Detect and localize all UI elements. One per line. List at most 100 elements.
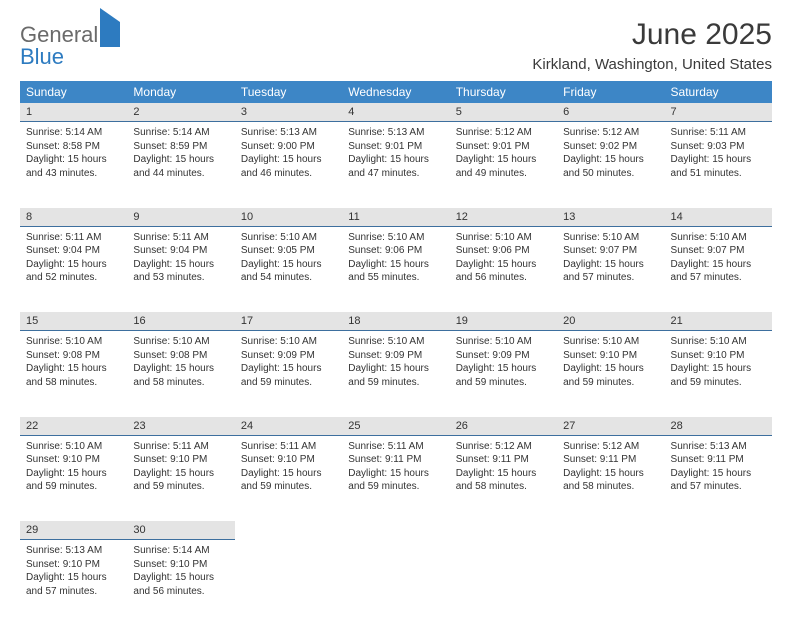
day-content-cell <box>557 540 664 626</box>
sunrise-text: Sunrise: 5:13 AM <box>671 440 766 454</box>
sunset-text: Sunset: 9:03 PM <box>671 140 766 154</box>
sunrise-text: Sunrise: 5:14 AM <box>26 126 121 140</box>
day-number-cell: 14 <box>665 208 772 227</box>
daylight-text-2: and 58 minutes. <box>133 376 228 390</box>
daylight-text-1: Daylight: 15 hours <box>26 362 121 376</box>
daylight-text-2: and 56 minutes. <box>133 585 228 599</box>
day-number-cell: 5 <box>450 103 557 122</box>
day-number-cell: 12 <box>450 208 557 227</box>
sunrise-text: Sunrise: 5:12 AM <box>563 126 658 140</box>
daylight-text-2: and 50 minutes. <box>563 167 658 181</box>
day-content-cell: Sunrise: 5:11 AMSunset: 9:03 PMDaylight:… <box>665 122 772 208</box>
sunset-text: Sunset: 9:04 PM <box>26 244 121 258</box>
sunrise-text: Sunrise: 5:10 AM <box>456 231 551 245</box>
day-content-cell: Sunrise: 5:14 AMSunset: 9:10 PMDaylight:… <box>127 540 234 626</box>
day-content-cell: Sunrise: 5:11 AMSunset: 9:10 PMDaylight:… <box>235 435 342 521</box>
daylight-text-2: and 57 minutes. <box>671 271 766 285</box>
sunset-text: Sunset: 9:01 PM <box>456 140 551 154</box>
sunset-text: Sunset: 9:09 PM <box>456 349 551 363</box>
daylight-text-1: Daylight: 15 hours <box>133 467 228 481</box>
daylight-text-2: and 46 minutes. <box>241 167 336 181</box>
sunset-text: Sunset: 9:06 PM <box>456 244 551 258</box>
sunrise-text: Sunrise: 5:12 AM <box>563 440 658 454</box>
day-number-cell <box>235 521 342 540</box>
day-content-cell: Sunrise: 5:12 AMSunset: 9:01 PMDaylight:… <box>450 122 557 208</box>
logo-triangle-icon <box>100 8 120 47</box>
daylight-text-2: and 57 minutes. <box>671 480 766 494</box>
day-content-row: Sunrise: 5:11 AMSunset: 9:04 PMDaylight:… <box>20 226 772 312</box>
daylight-text-2: and 59 minutes. <box>348 480 443 494</box>
daylight-text-2: and 56 minutes. <box>456 271 551 285</box>
day-header: Friday <box>557 81 664 103</box>
day-content-cell: Sunrise: 5:13 AMSunset: 9:00 PMDaylight:… <box>235 122 342 208</box>
daylight-text-1: Daylight: 15 hours <box>456 258 551 272</box>
day-header-row: Sunday Monday Tuesday Wednesday Thursday… <box>20 81 772 103</box>
day-number-cell: 15 <box>20 312 127 331</box>
day-number-cell: 19 <box>450 312 557 331</box>
day-number-cell: 24 <box>235 417 342 436</box>
daylight-text-1: Daylight: 15 hours <box>241 467 336 481</box>
sunrise-text: Sunrise: 5:10 AM <box>563 335 658 349</box>
sunrise-text: Sunrise: 5:10 AM <box>671 335 766 349</box>
daylight-text-1: Daylight: 15 hours <box>133 153 228 167</box>
sunrise-text: Sunrise: 5:11 AM <box>241 440 336 454</box>
sunrise-text: Sunrise: 5:11 AM <box>133 440 228 454</box>
day-number-cell: 22 <box>20 417 127 436</box>
sunset-text: Sunset: 8:59 PM <box>133 140 228 154</box>
calendar-body: 1234567Sunrise: 5:14 AMSunset: 8:58 PMDa… <box>20 103 772 626</box>
sunset-text: Sunset: 9:09 PM <box>241 349 336 363</box>
day-number-cell: 18 <box>342 312 449 331</box>
day-content-cell: Sunrise: 5:10 AMSunset: 9:07 PMDaylight:… <box>665 226 772 312</box>
day-content-cell: Sunrise: 5:11 AMSunset: 9:10 PMDaylight:… <box>127 435 234 521</box>
day-number-cell: 20 <box>557 312 664 331</box>
day-content-cell: Sunrise: 5:10 AMSunset: 9:05 PMDaylight:… <box>235 226 342 312</box>
daylight-text-2: and 57 minutes. <box>563 271 658 285</box>
daylight-text-2: and 58 minutes. <box>26 376 121 390</box>
day-content-row: Sunrise: 5:10 AMSunset: 9:10 PMDaylight:… <box>20 435 772 521</box>
day-content-row: Sunrise: 5:14 AMSunset: 8:58 PMDaylight:… <box>20 122 772 208</box>
sunset-text: Sunset: 9:04 PM <box>133 244 228 258</box>
sunrise-text: Sunrise: 5:12 AM <box>456 440 551 454</box>
day-header: Monday <box>127 81 234 103</box>
day-number-cell <box>665 521 772 540</box>
sunset-text: Sunset: 9:08 PM <box>133 349 228 363</box>
day-content-cell: Sunrise: 5:10 AMSunset: 9:08 PMDaylight:… <box>127 331 234 417</box>
logo: General Blue <box>20 24 120 68</box>
day-number-cell: 13 <box>557 208 664 227</box>
day-number-cell: 27 <box>557 417 664 436</box>
sunset-text: Sunset: 9:05 PM <box>241 244 336 258</box>
daylight-text-1: Daylight: 15 hours <box>26 258 121 272</box>
daylight-text-2: and 52 minutes. <box>26 271 121 285</box>
daylight-text-2: and 59 minutes. <box>456 376 551 390</box>
daylight-text-2: and 43 minutes. <box>26 167 121 181</box>
day-content-cell: Sunrise: 5:10 AMSunset: 9:09 PMDaylight:… <box>450 331 557 417</box>
month-title: June 2025 <box>532 18 772 52</box>
day-number-cell: 3 <box>235 103 342 122</box>
daylight-text-1: Daylight: 15 hours <box>133 258 228 272</box>
sunset-text: Sunset: 9:09 PM <box>348 349 443 363</box>
page-header: General Blue June 2025 Kirkland, Washing… <box>20 18 772 73</box>
day-content-cell: Sunrise: 5:13 AMSunset: 9:11 PMDaylight:… <box>665 435 772 521</box>
daylight-text-1: Daylight: 15 hours <box>241 153 336 167</box>
daylight-text-2: and 59 minutes. <box>348 376 443 390</box>
day-number-cell: 1 <box>20 103 127 122</box>
day-number-cell: 30 <box>127 521 234 540</box>
sunset-text: Sunset: 9:10 PM <box>133 453 228 467</box>
day-header: Thursday <box>450 81 557 103</box>
sunset-text: Sunset: 9:10 PM <box>671 349 766 363</box>
day-content-cell: Sunrise: 5:13 AMSunset: 9:10 PMDaylight:… <box>20 540 127 626</box>
daylight-text-1: Daylight: 15 hours <box>26 571 121 585</box>
day-content-cell: Sunrise: 5:12 AMSunset: 9:11 PMDaylight:… <box>450 435 557 521</box>
day-number-row: 22232425262728 <box>20 417 772 436</box>
sunrise-text: Sunrise: 5:10 AM <box>133 335 228 349</box>
daylight-text-1: Daylight: 15 hours <box>563 153 658 167</box>
day-content-cell: Sunrise: 5:10 AMSunset: 9:10 PMDaylight:… <box>665 331 772 417</box>
sunrise-text: Sunrise: 5:10 AM <box>241 231 336 245</box>
sunrise-text: Sunrise: 5:13 AM <box>241 126 336 140</box>
daylight-text-1: Daylight: 15 hours <box>671 258 766 272</box>
daylight-text-2: and 59 minutes. <box>133 480 228 494</box>
daylight-text-1: Daylight: 15 hours <box>671 467 766 481</box>
daylight-text-1: Daylight: 15 hours <box>671 362 766 376</box>
day-number-cell: 21 <box>665 312 772 331</box>
day-content-cell: Sunrise: 5:10 AMSunset: 9:08 PMDaylight:… <box>20 331 127 417</box>
